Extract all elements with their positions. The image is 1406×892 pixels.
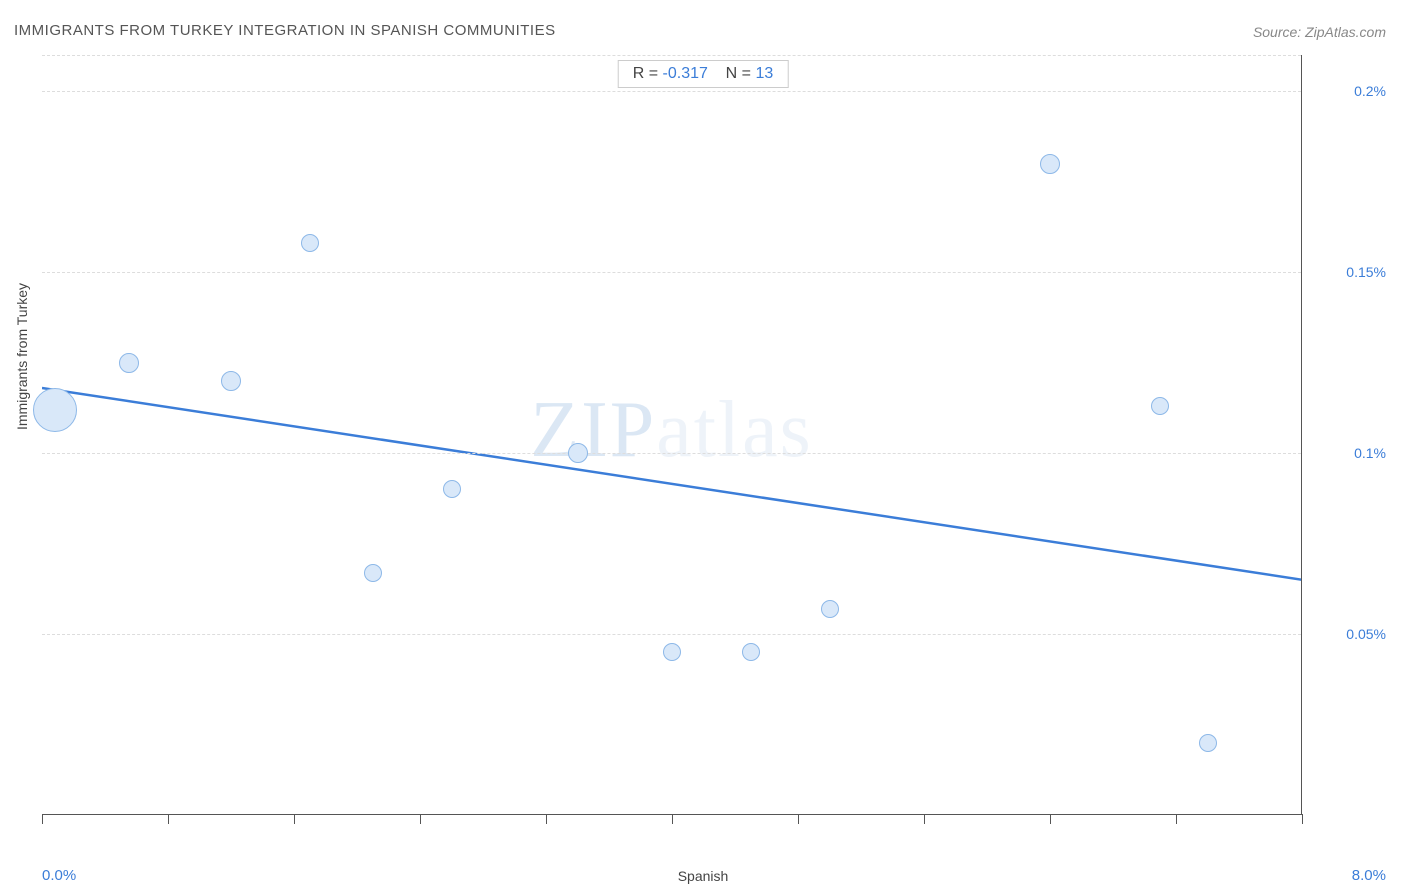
r-value: -0.317: [663, 65, 708, 82]
data-point[interactable]: [221, 371, 241, 391]
x-tick: [924, 814, 925, 824]
y-tick-label: 0.2%: [1354, 83, 1386, 99]
data-point[interactable]: [1151, 397, 1169, 415]
x-axis-label: Spanish: [678, 868, 729, 884]
x-tick: [1050, 814, 1051, 824]
watermark-zip: ZIP: [530, 385, 656, 473]
data-point[interactable]: [742, 643, 760, 661]
chart-title: IMMIGRANTS FROM TURKEY INTEGRATION IN SP…: [14, 22, 556, 39]
x-tick: [168, 814, 169, 824]
data-point[interactable]: [821, 600, 839, 618]
data-point[interactable]: [568, 443, 588, 463]
gridline: [42, 634, 1301, 635]
data-point[interactable]: [1040, 154, 1060, 174]
plot-area: ZIPatlas: [42, 55, 1302, 815]
n-value: 13: [755, 65, 773, 82]
regression-line-svg: [42, 55, 1301, 814]
x-tick: [798, 814, 799, 824]
data-point[interactable]: [119, 353, 139, 373]
x-tick: [294, 814, 295, 824]
r-label: R =: [633, 65, 658, 82]
x-tick: [672, 814, 673, 824]
x-tick: [42, 814, 43, 824]
x-tick: [1176, 814, 1177, 824]
y-axis-label: Immigrants from Turkey: [14, 283, 30, 430]
x-tick: [546, 814, 547, 824]
x-tick: [1302, 814, 1303, 824]
source-label: Source: ZipAtlas.com: [1253, 24, 1386, 40]
x-min-label: 0.0%: [42, 867, 76, 884]
y-tick-label: 0.15%: [1346, 264, 1386, 280]
gridline: [42, 55, 1301, 56]
gridline: [42, 272, 1301, 273]
x-tick: [420, 814, 421, 824]
x-max-label: 8.0%: [1352, 867, 1386, 884]
y-tick-label: 0.1%: [1354, 445, 1386, 461]
gridline: [42, 91, 1301, 92]
y-tick-label: 0.05%: [1346, 626, 1386, 642]
gridline: [42, 453, 1301, 454]
data-point[interactable]: [364, 564, 382, 582]
data-point[interactable]: [301, 234, 319, 252]
data-point[interactable]: [663, 643, 681, 661]
n-label: N =: [726, 65, 751, 82]
data-point[interactable]: [443, 480, 461, 498]
data-point[interactable]: [1199, 734, 1217, 752]
watermark-atlas: atlas: [656, 385, 813, 473]
stats-box: R = -0.317 N = 13: [618, 60, 789, 88]
data-point[interactable]: [33, 388, 77, 432]
